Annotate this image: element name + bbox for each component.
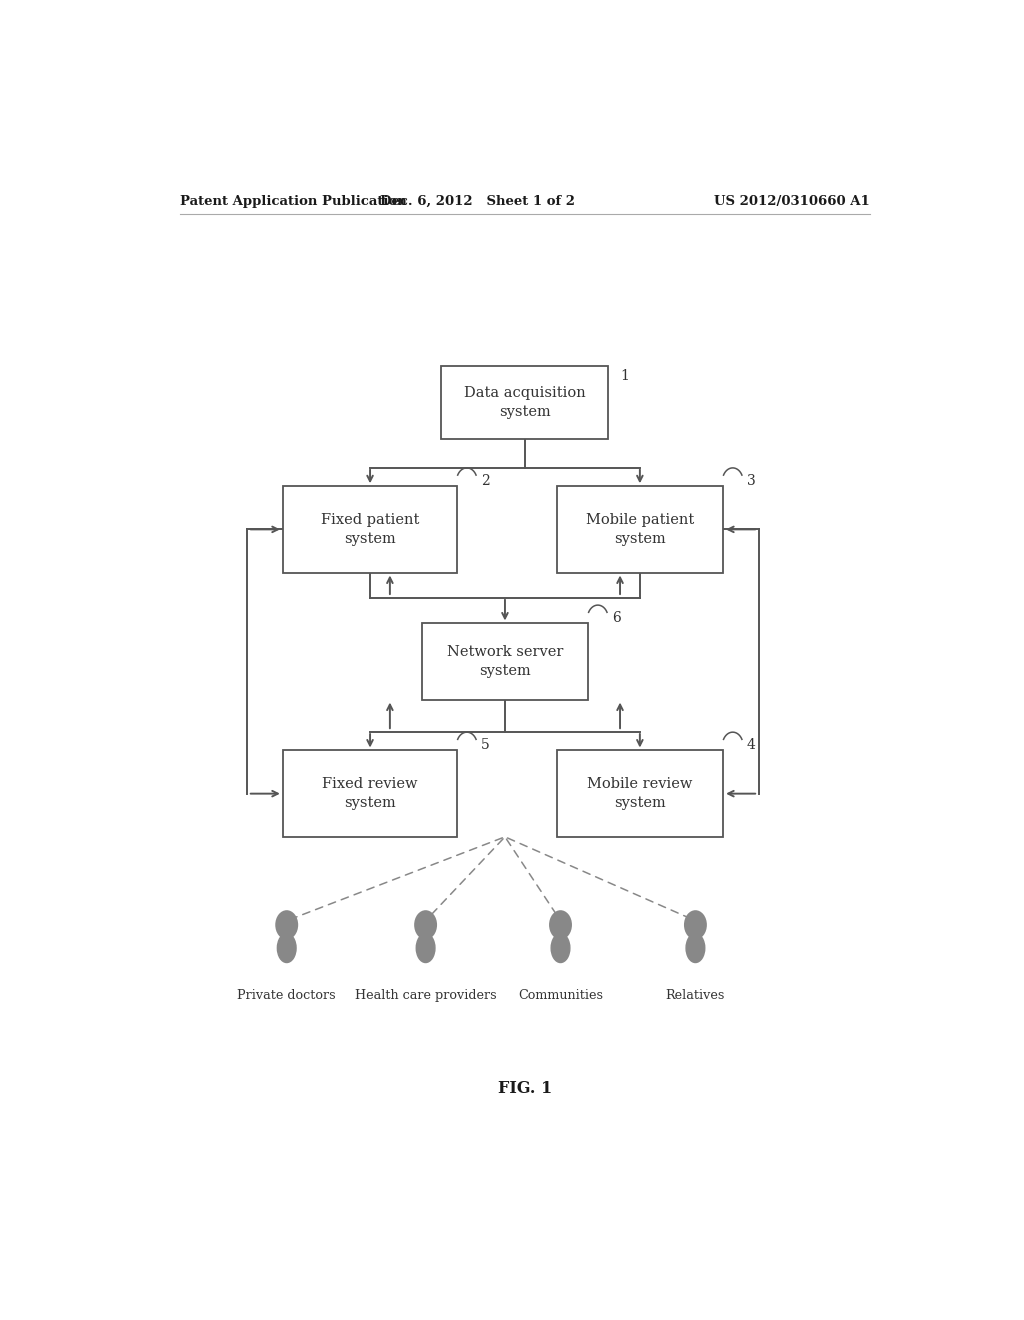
Text: 6: 6 <box>612 611 621 626</box>
Text: Dec. 6, 2012   Sheet 1 of 2: Dec. 6, 2012 Sheet 1 of 2 <box>380 194 574 207</box>
Text: Private doctors: Private doctors <box>238 989 336 1002</box>
Circle shape <box>414 911 437 940</box>
Text: FIG. 1: FIG. 1 <box>498 1080 552 1097</box>
Text: Patent Application Publication: Patent Application Publication <box>179 194 407 207</box>
FancyBboxPatch shape <box>557 486 723 573</box>
Ellipse shape <box>686 933 705 962</box>
Ellipse shape <box>416 933 435 962</box>
Text: Fixed patient
system: Fixed patient system <box>321 513 419 545</box>
FancyBboxPatch shape <box>441 366 608 440</box>
Circle shape <box>549 911 572 940</box>
Circle shape <box>275 911 298 940</box>
Ellipse shape <box>551 933 570 962</box>
Text: Communities: Communities <box>518 989 603 1002</box>
Text: 4: 4 <box>748 738 756 752</box>
Text: 1: 1 <box>620 368 629 383</box>
FancyBboxPatch shape <box>283 486 458 573</box>
Text: 5: 5 <box>481 738 489 752</box>
Circle shape <box>684 911 707 940</box>
Text: Data acquisition
system: Data acquisition system <box>464 387 586 418</box>
Text: Fixed review
system: Fixed review system <box>323 777 418 810</box>
Text: 3: 3 <box>748 474 756 488</box>
Text: Network server
system: Network server system <box>446 645 563 677</box>
Text: US 2012/0310660 A1: US 2012/0310660 A1 <box>715 194 870 207</box>
FancyBboxPatch shape <box>422 623 588 700</box>
Text: Mobile patient
system: Mobile patient system <box>586 513 694 545</box>
Ellipse shape <box>278 933 296 962</box>
Text: 2: 2 <box>481 474 489 488</box>
FancyBboxPatch shape <box>283 751 458 837</box>
FancyBboxPatch shape <box>557 751 723 837</box>
Text: Health care providers: Health care providers <box>354 989 497 1002</box>
Text: Mobile review
system: Mobile review system <box>587 777 692 810</box>
Text: Relatives: Relatives <box>666 989 725 1002</box>
